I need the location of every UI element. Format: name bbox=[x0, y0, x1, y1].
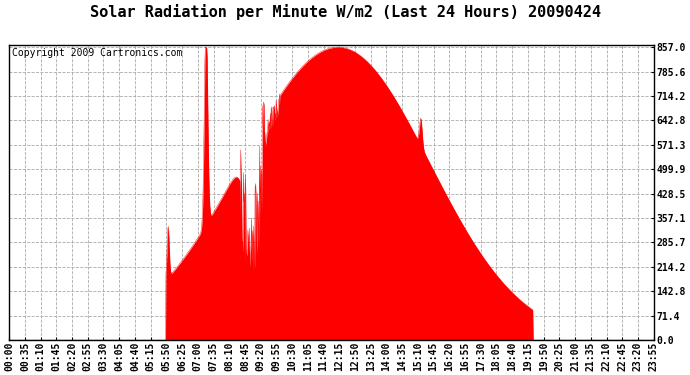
Text: Copyright 2009 Cartronics.com: Copyright 2009 Cartronics.com bbox=[12, 48, 183, 58]
Text: Solar Radiation per Minute W/m2 (Last 24 Hours) 20090424: Solar Radiation per Minute W/m2 (Last 24… bbox=[90, 4, 600, 20]
